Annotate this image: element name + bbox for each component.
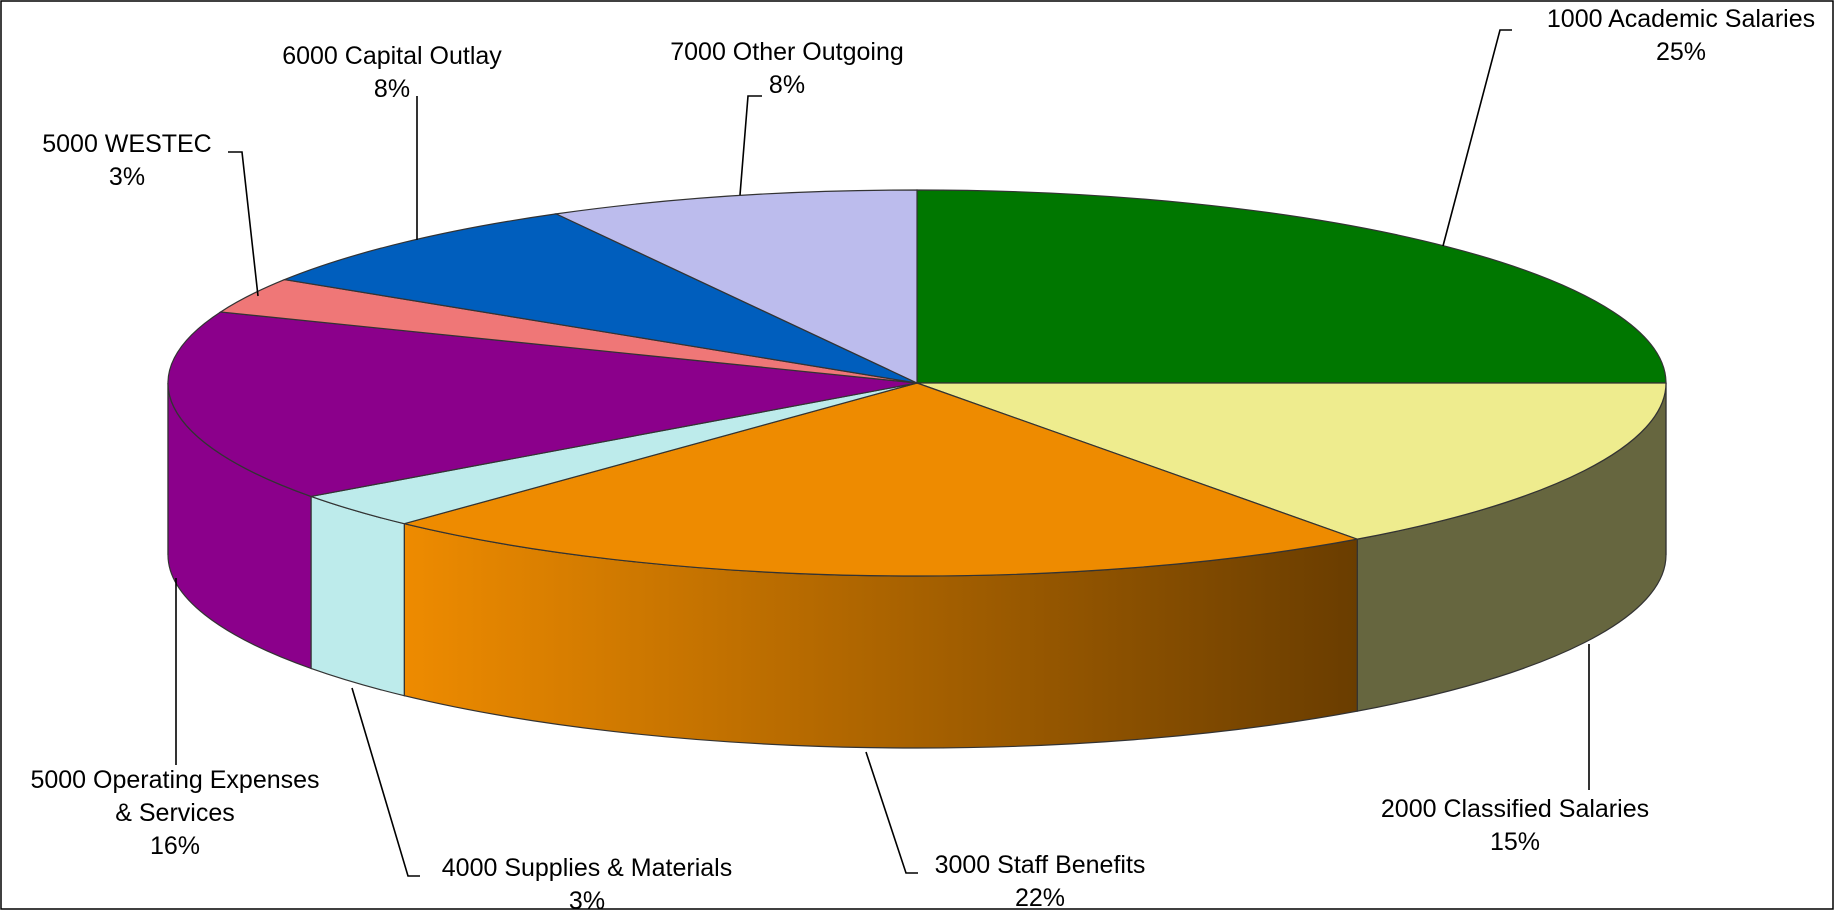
- slice-value-4000-supplies-and-materials: 3%: [569, 887, 605, 910]
- slice-label-1000-academic-salaries: 1000 Academic Salaries 25%: [1547, 5, 1815, 66]
- pie-side-4000-supplies-and-materials: [310, 495, 405, 697]
- slice-value-1000-academic-salaries: 25%: [1656, 38, 1706, 66]
- slice-value-6000-capital-outlay: 8%: [374, 75, 410, 103]
- slice-label-6000-capital-outlay: 6000 Capital Outlay 8%: [282, 42, 502, 103]
- leader-line-4000-supplies-and-materials: [351, 687, 420, 877]
- slice-value-5000-operating-expenses-and-services: 16%: [150, 832, 200, 860]
- slice-value-5000-westec: 3%: [109, 163, 145, 191]
- pie-slice-7000-other-outgoing: [554, 189, 918, 384]
- slice-label-4000-supplies-and-materials: 4000 Supplies & Materials 3%: [442, 854, 732, 910]
- slice-labels: 1000 Academic Salaries 25% 2000 Classified…: [30, 5, 1815, 910]
- pie-slice-5000-operating-expenses-and-services: [167, 311, 918, 498]
- slice-label-3000-staff-benefits: 3000 Staff Benefits 22%: [935, 851, 1146, 910]
- leader-line-5000-westec: [228, 151, 259, 297]
- slice-value-2000-classified-salaries: 15%: [1490, 828, 1540, 856]
- leader-line-3000-staff-benefits: [865, 751, 918, 874]
- pie-slice-6000-capital-outlay: [282, 213, 918, 384]
- leader-lines: [175, 29, 1590, 877]
- leader-line-1000-academic-salaries: [1442, 29, 1512, 247]
- pie-sides: [167, 382, 1667, 749]
- slice-value-3000-staff-benefits: 22%: [1015, 884, 1065, 910]
- slice-label-2000-classified-salaries: 2000 Classified Salaries 15%: [1381, 795, 1649, 856]
- pie-slice-3000-staff-benefits: [404, 382, 1360, 577]
- pie-tops: [167, 189, 1667, 577]
- pie-slice-2000-classified-salaries: [916, 382, 1667, 540]
- leader-line-7000-other-outgoing: [739, 95, 762, 196]
- slice-value-7000-other-outgoing: 8%: [769, 71, 805, 99]
- slice-label-5000-operating-expenses-and-services: 5000 Operating Expenses & Services 16%: [30, 766, 319, 860]
- slice-label-7000-other-outgoing: 7000 Other Outgoing 8%: [670, 38, 904, 99]
- pie-slice-1000-academic-salaries: [916, 189, 1667, 384]
- slice-label-5000-westec: 5000 WESTEC 3%: [42, 130, 212, 191]
